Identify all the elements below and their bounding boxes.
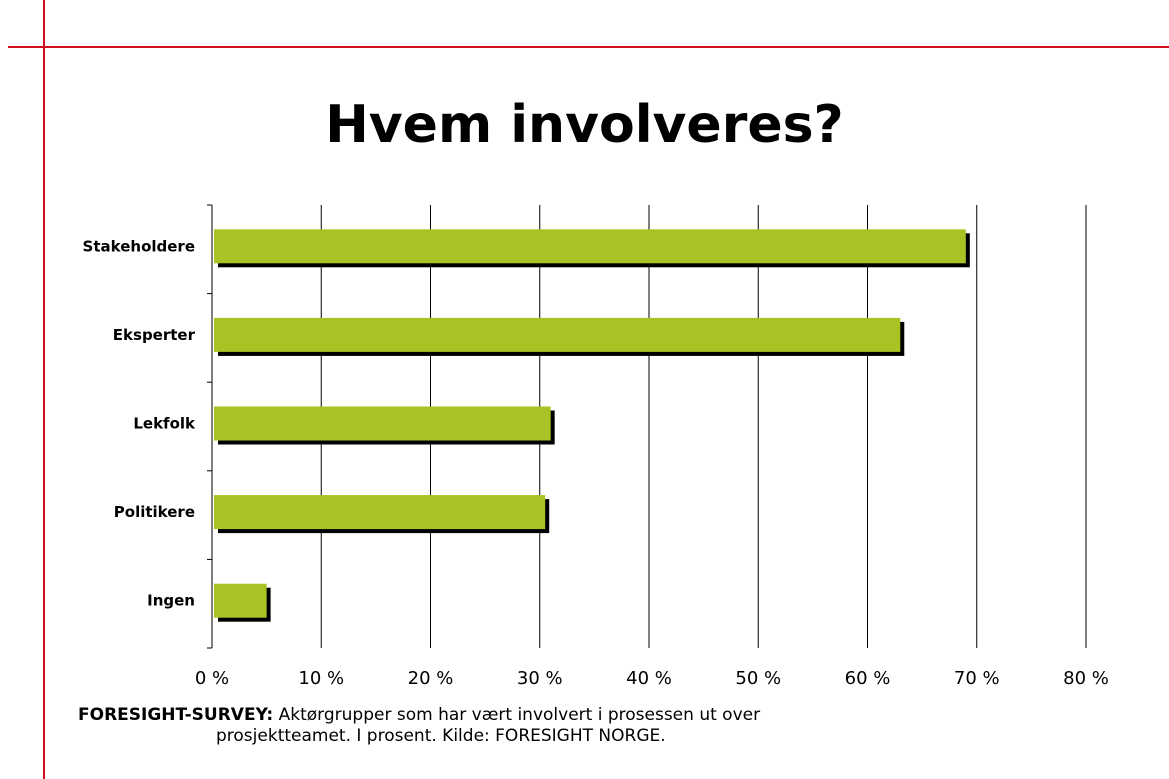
bar bbox=[214, 229, 966, 264]
x-tick-label: 40 % bbox=[626, 668, 672, 689]
category-label: Lekfolk bbox=[133, 415, 196, 433]
category-label: Politikere bbox=[114, 503, 195, 521]
x-tick-label: 80 % bbox=[1063, 668, 1109, 689]
x-tick-label: 10 % bbox=[298, 668, 344, 689]
frame-vertical-line bbox=[43, 0, 45, 779]
bar bbox=[214, 317, 901, 352]
page-title: Hvem involveres? bbox=[325, 95, 844, 155]
x-tick-label: 0 % bbox=[195, 668, 229, 689]
caption-line2: prosjektteamet. I prosent. Kilde: FORESI… bbox=[216, 726, 666, 746]
category-label: Eksperter bbox=[113, 326, 196, 344]
caption-lead: FORESIGHT-SURVEY: bbox=[78, 705, 274, 725]
chart-caption: FORESIGHT-SURVEY: Aktørgrupper som har v… bbox=[78, 705, 978, 747]
category-label: Ingen bbox=[147, 592, 195, 610]
bar bbox=[214, 406, 551, 441]
x-tick-label: 20 % bbox=[408, 668, 454, 689]
x-tick-label: 30 % bbox=[517, 668, 563, 689]
caption-line1: Aktørgrupper som har vært involvert i pr… bbox=[273, 705, 761, 725]
x-tick-label: 50 % bbox=[735, 668, 781, 689]
bar bbox=[214, 495, 546, 530]
bar bbox=[214, 583, 267, 618]
frame-horizontal-line bbox=[8, 46, 1169, 48]
category-label: Stakeholdere bbox=[83, 237, 195, 255]
x-tick-label: 60 % bbox=[845, 668, 891, 689]
x-tick-label: 70 % bbox=[954, 668, 1000, 689]
